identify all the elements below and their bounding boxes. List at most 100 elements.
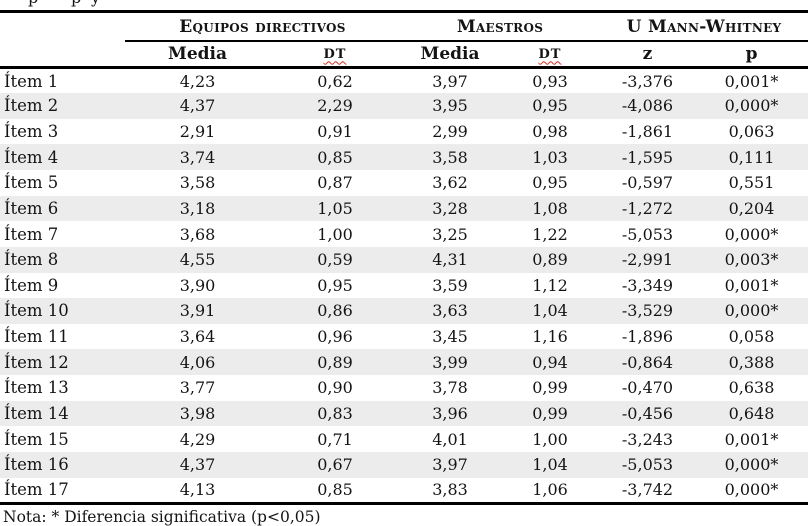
cell-m-media: 3,83: [432, 480, 468, 500]
row-label: Ítem 16: [4, 455, 69, 475]
cell-m-media: 3,25: [432, 224, 468, 244]
cell-z: -0,597: [621, 173, 674, 193]
cell-p: 0,638: [728, 378, 775, 398]
table-row: Ítem 14 3,98 0,83 3,96 0,99 -0,456 0,648: [0, 400, 808, 427]
cell-p: 0,058: [728, 327, 775, 347]
cell-ed-media: 3,98: [179, 403, 216, 423]
cell-ed-dt: 0,95: [317, 275, 353, 295]
cell-p: 0,000*: [724, 96, 779, 116]
cell-m-media: 3,97: [432, 455, 468, 475]
col-header-z: z: [600, 41, 695, 69]
cell-p: 0,388: [728, 352, 775, 372]
col-header-m-dt: DT: [500, 41, 600, 69]
cell-ed-dt: 0,59: [317, 250, 353, 270]
mann-whitney-results-table: Equipos directivos Maestros U Mann-Whitn…: [0, 10, 808, 505]
cell-ed-media: 4,37: [179, 96, 216, 116]
cell-z: -1,595: [621, 147, 674, 167]
stub-cell: [0, 12, 125, 42]
cell-ed-media: 3,18: [179, 198, 216, 218]
cell-m-dt: 1,22: [532, 224, 568, 244]
cell-p: 0,000*: [724, 480, 779, 500]
cell-z: -3,349: [621, 275, 674, 295]
cell-m-dt: 1,04: [532, 455, 568, 475]
cell-m-media: 3,99: [432, 352, 468, 372]
cell-m-dt: 1,04: [532, 301, 568, 321]
group-header-row: Equipos directivos Maestros U Mann-Whitn…: [0, 11, 808, 42]
cell-p: 0,063: [728, 122, 775, 142]
cell-z: -5,053: [621, 455, 674, 475]
stub-cell: [0, 41, 125, 69]
cell-m-media: 3,96: [432, 403, 468, 423]
cell-m-dt: 1,08: [532, 198, 568, 218]
cell-m-media: 3,97: [432, 71, 468, 91]
cell-p: 0,000*: [724, 455, 779, 475]
cell-z: -3,529: [621, 301, 674, 321]
cell-m-media: 3,58: [432, 147, 468, 167]
table-row: Ítem 13 3,77 0,90 3,78 0,99 -0,470 0,638: [0, 375, 808, 401]
table-row: Ítem 11 3,64 0,96 3,45 1,16 -1,896 0,058: [0, 324, 808, 350]
cell-ed-media: 4,06: [179, 352, 216, 372]
cell-p: 0,648: [728, 403, 775, 423]
cell-z: -3,742: [621, 480, 674, 500]
column-group-maestros: Maestros: [400, 11, 600, 42]
cell-ed-dt: 0,91: [317, 122, 353, 142]
cell-ed-media: 4,55: [179, 250, 216, 270]
row-label: Ítem 7: [4, 224, 59, 244]
table-row: Ítem 9 3,90 0,95 3,59 1,12 -3,349 0,001*: [0, 273, 808, 299]
cell-ed-dt: 1,05: [317, 198, 353, 218]
cell-m-dt: 1,16: [532, 327, 568, 347]
cell-m-dt: 1,03: [532, 147, 568, 167]
row-label: Ítem 2: [4, 96, 59, 116]
cell-p: 0,111: [728, 147, 775, 167]
cell-ed-dt: 0,85: [317, 480, 353, 500]
cell-z: -2,991: [621, 250, 674, 270]
cell-ed-dt: 0,62: [317, 71, 353, 91]
cell-ed-dt: 0,87: [317, 173, 353, 193]
row-label: Ítem 9: [4, 275, 59, 295]
cell-p: 0,003*: [724, 250, 779, 270]
row-label: Ítem 15: [4, 429, 69, 449]
cell-m-media: 3,62: [432, 173, 468, 193]
cell-ed-dt: 0,83: [317, 403, 353, 423]
cell-m-dt: 0,94: [532, 352, 568, 372]
cell-m-dt: 0,99: [532, 403, 568, 423]
row-label: Ítem 8: [4, 250, 59, 270]
cell-ed-media: 4,13: [179, 480, 216, 500]
table-row: Ítem 8 4,55 0,59 4,31 0,89 -2,991 0,003*: [0, 246, 808, 273]
row-label: Ítem 10: [4, 301, 69, 321]
table-row: Ítem 1 4,23 0,62 3,97 0,93 -3,376 0,001*: [0, 68, 808, 94]
cell-ed-media: 3,64: [179, 327, 216, 347]
col-header-ed-dt: DT: [270, 41, 400, 69]
cell-m-media: 3,63: [432, 301, 468, 321]
cell-m-dt: 0,98: [532, 122, 568, 142]
cell-ed-dt: 0,85: [317, 147, 353, 167]
table-row: Ítem 4 3,74 0,85 3,58 1,03 -1,595 0,111: [0, 144, 808, 170]
col-header-ed-media: Media: [125, 41, 270, 69]
cell-ed-dt: 0,86: [317, 301, 353, 321]
cell-ed-dt: 0,71: [317, 429, 353, 449]
cell-m-dt: 1,12: [532, 275, 568, 295]
cell-p: 0,204: [728, 198, 775, 218]
cell-m-media: 3,59: [432, 275, 468, 295]
table-body: Ítem 1 4,23 0,62 3,97 0,93 -3,376 0,001*…: [0, 68, 808, 504]
row-label: Ítem 1: [4, 71, 59, 91]
table-row: Ítem 2 4,37 2,29 3,95 0,95 -4,086 0,000*: [0, 93, 808, 119]
col-header-p: p: [695, 41, 808, 69]
table-row: Ítem 15 4,29 0,71 4,01 1,00 -3,243 0,001…: [0, 426, 808, 452]
cell-ed-media: 3,91: [179, 301, 216, 321]
col-header-m-media: Media: [400, 41, 500, 69]
cell-ed-media: 4,23: [179, 71, 216, 91]
cell-z: -1,272: [621, 198, 674, 218]
sub-header-row: Media DT Media DT z p: [0, 41, 808, 69]
table-row: Ítem 3 2,91 0,91 2,99 0,98 -1,861 0,063: [0, 119, 808, 145]
row-label: Ítem 5: [4, 173, 59, 193]
table-row: Ítem 12 4,06 0,89 3,99 0,94 -0,864 0,388: [0, 349, 808, 375]
cell-m-media: 4,31: [432, 250, 468, 270]
cell-z: -1,861: [621, 122, 674, 142]
cell-z: -3,243: [621, 429, 674, 449]
cell-m-media: 2,99: [432, 122, 468, 142]
cell-ed-media: 2,91: [179, 122, 216, 142]
table-row: Ítem 17 4,13 0,85 3,83 1,06 -3,742 0,000…: [0, 478, 808, 504]
cell-ed-dt: 0,96: [317, 327, 353, 347]
cell-m-dt: 0,95: [532, 96, 568, 116]
